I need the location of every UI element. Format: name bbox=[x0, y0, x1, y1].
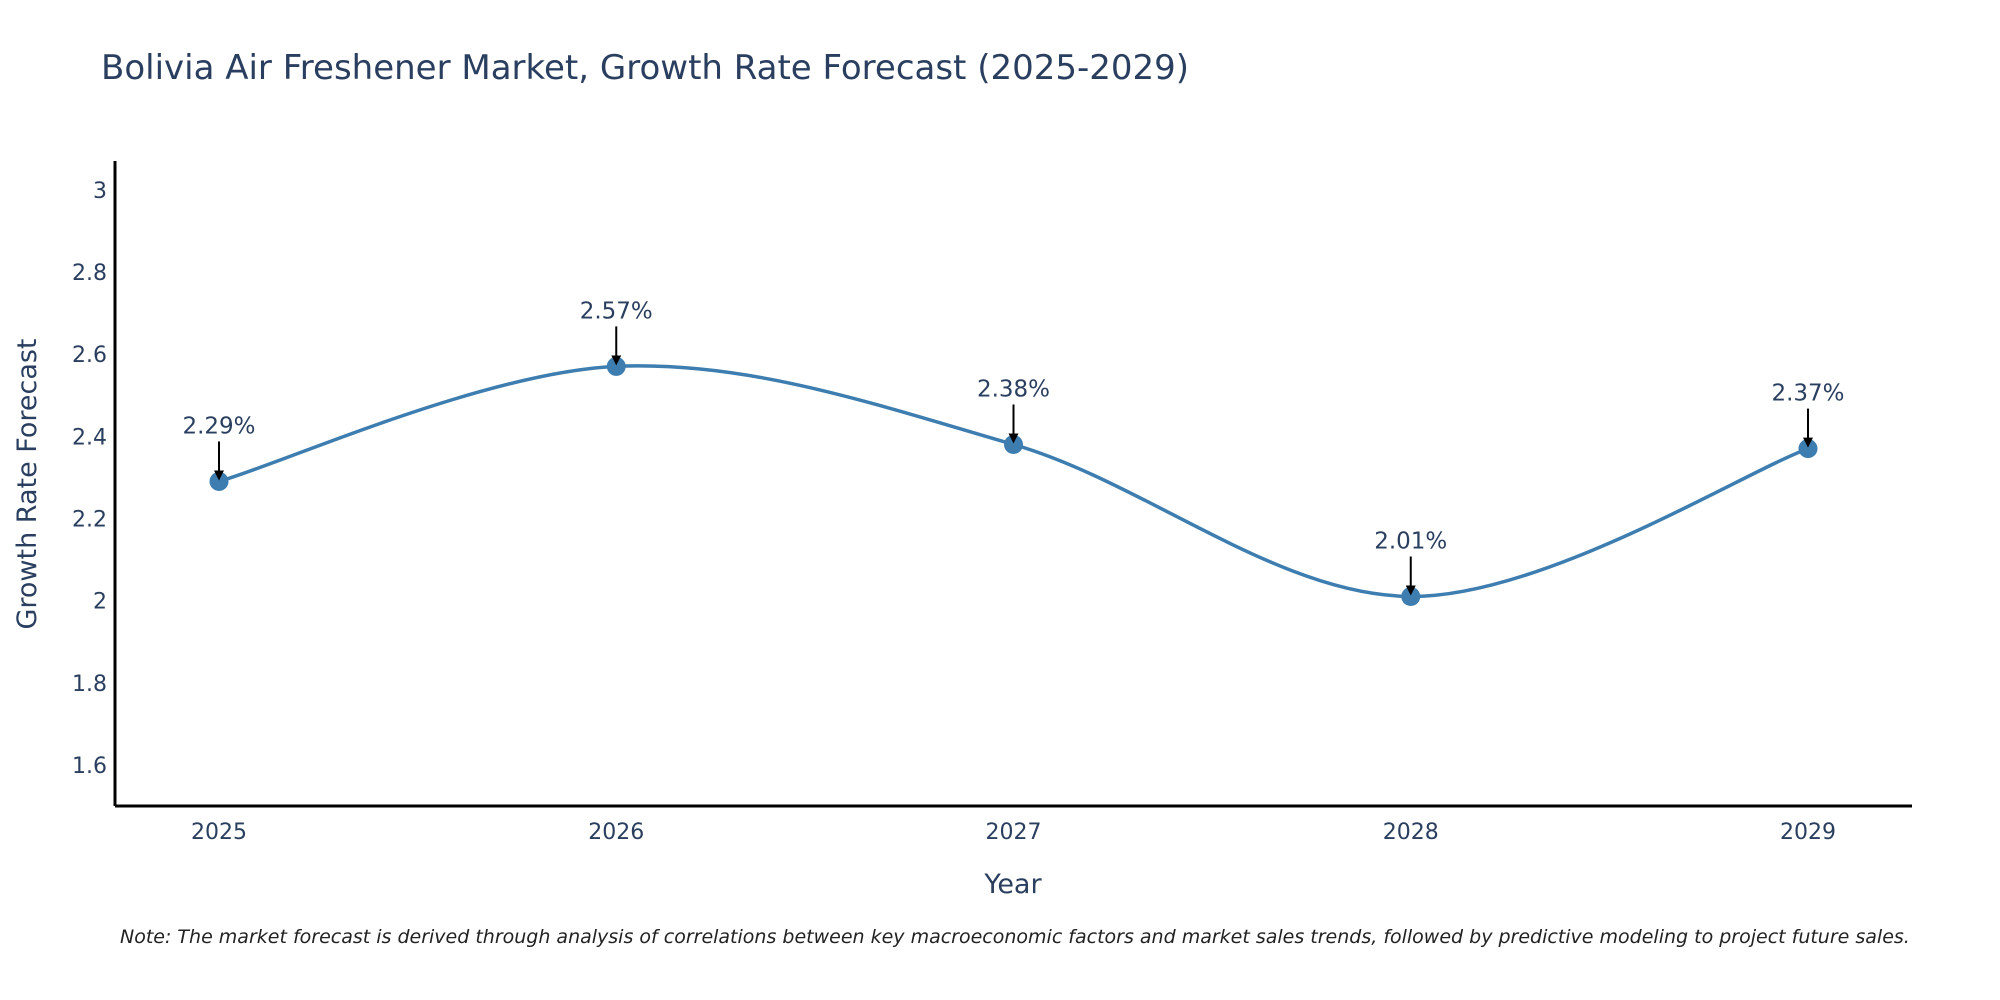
y-tick-label: 2.8 bbox=[72, 261, 107, 286]
x-axis-title: Year bbox=[983, 869, 1042, 900]
y-tick-label: 1.8 bbox=[72, 672, 107, 697]
data-label: 2.37% bbox=[1771, 381, 1844, 407]
data-label: 2.57% bbox=[580, 298, 653, 324]
data-label: 2.29% bbox=[182, 413, 255, 439]
y-tick-label: 2.4 bbox=[72, 425, 107, 450]
x-tick-label: 2029 bbox=[1780, 820, 1836, 845]
x-tick-label: 2027 bbox=[986, 820, 1042, 845]
data-label: 2.38% bbox=[977, 376, 1050, 402]
y-tick-label: 2.6 bbox=[72, 343, 107, 368]
x-tick-label: 2026 bbox=[588, 820, 644, 845]
x-tick-label: 2028 bbox=[1383, 820, 1439, 845]
plot-area: 1.61.822.22.42.62.83 2025 2026 2027 2028 202… bbox=[72, 161, 1912, 845]
chart-title: Bolivia Air Freshener Market, Growth Rat… bbox=[101, 48, 1189, 88]
y-tick-label: 2 bbox=[93, 590, 107, 615]
y-tick-label: 1.6 bbox=[72, 754, 107, 779]
y-axis-title: Growth Rate Forecast bbox=[12, 338, 43, 629]
x-axis-ticks: 2025 2026 2027 2028 2029 bbox=[191, 820, 1836, 845]
y-tick-label: 2.2 bbox=[72, 507, 107, 532]
data-label: 2.01% bbox=[1374, 528, 1447, 554]
data-annotations: 2.29% 2.57% 2.38% 2.01% 2.37% bbox=[182, 298, 1845, 596]
footnote: Note: The market forecast is derived thr… bbox=[120, 926, 1910, 948]
y-axis-ticks: 1.6 1.8 2 2.2 2.4 2.6 2.8 3 bbox=[72, 179, 107, 779]
y-tick-label: 3 bbox=[93, 179, 107, 204]
x-tick-label: 2025 bbox=[191, 820, 247, 845]
